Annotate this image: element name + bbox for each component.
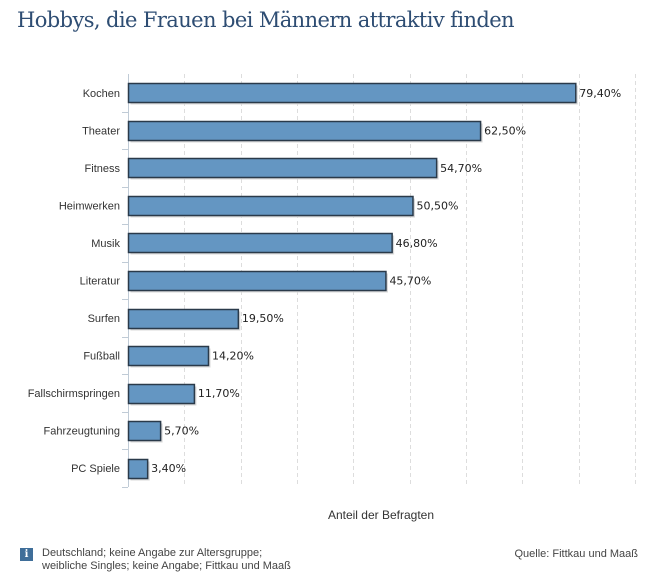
source-note: Quelle: Fittkau und Maaß [514,548,638,560]
category-label: Surfen [88,313,120,325]
bar [127,120,482,142]
bar [127,308,240,330]
value-label: 62,50% [484,124,526,137]
value-label: 19,50% [242,312,284,325]
bar [127,82,577,104]
bar [127,345,210,367]
category-label: Literatur [80,276,121,288]
footnote-line-2: weibliche Singles; keine Angabe; Fittkau… [42,560,291,572]
category-label: Kochen [83,88,120,100]
value-label: 50,50% [416,199,458,212]
bar-chart: Kochen 79,40% Theater 62,50% Fitness 54,70% He… [28,74,636,488]
value-label: 14,20% [212,350,254,363]
chart-title: Hobbys, die Frauen bei Männern attraktiv… [17,8,515,32]
category-label: Fußball [83,351,120,363]
x-axis-label: Anteil der Befragten [327,508,435,522]
footnote-line-1: Deutschland; keine Angabe zur Altersgrup… [42,547,263,559]
value-label: 45,70% [389,275,431,288]
bar [127,383,196,405]
value-label: 46,80% [396,237,438,250]
bar [127,232,393,254]
category-label: PC Spiele [71,463,120,475]
category-label: Heimwerken [59,200,120,212]
value-label: 79,40% [579,87,621,100]
category-label: Musik [91,238,120,250]
bar [127,458,149,480]
value-label: 54,70% [440,162,482,175]
category-label: Theater [82,125,120,137]
bar [127,195,414,217]
category-label: Fahrzeugtuning [44,426,120,438]
info-icon[interactable]: i [20,548,33,561]
footnote: Deutschland; keine Angabe zur Altersgrup… [42,547,291,573]
category-label: Fallschirmspringen [28,388,120,400]
bar [127,157,438,179]
value-label: 11,70% [198,387,240,400]
bar [127,420,162,442]
value-label: 3,40% [151,462,186,475]
category-label: Fitness [85,163,121,175]
bar [127,270,387,292]
value-label: 5,70% [164,425,199,438]
